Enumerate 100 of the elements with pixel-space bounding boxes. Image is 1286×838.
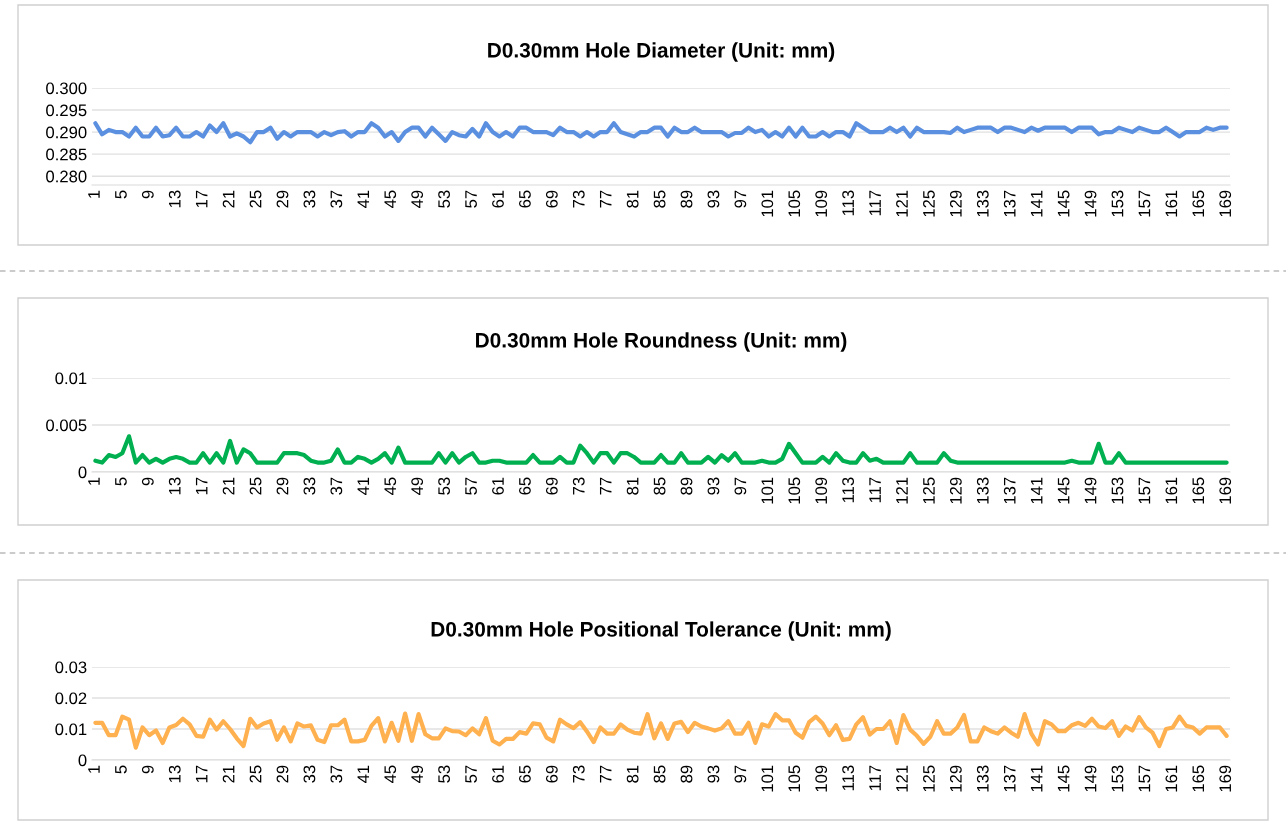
x-tick-label: 53: [438, 190, 450, 208]
x-tick-label: 113: [842, 190, 855, 216]
x-tick-label: 101: [761, 477, 774, 504]
x-tick-label: 9: [141, 477, 154, 486]
x-tick-label: 77: [599, 190, 612, 208]
x-tick-label: 49: [411, 765, 424, 784]
x-tick-label: 69: [545, 190, 558, 208]
x-tick-label: 165: [1192, 190, 1205, 217]
x-tick-label: 57: [465, 477, 477, 495]
x-tick-label: 157: [1138, 765, 1151, 792]
x-tick-label: 1: [88, 477, 100, 485]
x-tick-label: 53: [438, 765, 450, 783]
x-tick-label: 137: [1003, 477, 1016, 504]
x-tick-label: 29: [276, 477, 289, 495]
x-tick-label: 57: [465, 765, 477, 783]
x-tick-label: 49: [411, 477, 424, 496]
x-tick-label: 133: [976, 477, 989, 504]
x-tick-label: 53: [438, 477, 450, 495]
x-tick-label: 157: [1138, 477, 1151, 504]
x-tick-label: 101: [761, 765, 774, 792]
x-tick-label: 137: [1003, 765, 1016, 792]
line-series: [93, 434, 1229, 465]
x-tick-label: 77: [599, 765, 612, 783]
x-tick-label: 149: [1084, 190, 1097, 217]
x-tick-label: 13: [168, 190, 181, 208]
x-tick-label: 41: [357, 477, 370, 496]
x-tick-label: 85: [653, 190, 666, 208]
y-tick-label: 0.01: [55, 372, 87, 385]
x-tick-label: 73: [572, 477, 585, 495]
x-tick-label: 13: [168, 765, 181, 783]
y-tick-label: 0.01: [55, 723, 87, 736]
x-tick-label: 145: [1057, 765, 1070, 792]
y-tick-label: 0.280: [46, 170, 87, 183]
x-tick-label: 97: [734, 190, 747, 208]
y-tick-label: 0.285: [46, 148, 87, 161]
x-tick-label: 21: [222, 765, 235, 783]
x-tick-label: 149: [1084, 477, 1097, 504]
y-tick-label: 0: [78, 466, 87, 479]
x-tick-label: 133: [976, 765, 989, 792]
x-tick-label: 89: [680, 765, 693, 783]
x-tick-label: 37: [330, 765, 343, 783]
x-tick-label: 57: [465, 190, 477, 208]
x-tick-label: 49: [411, 190, 424, 209]
x-tick-label: 89: [680, 190, 693, 208]
chart-title: D0.30mm Hole Roundness (Unit: mm): [476, 332, 847, 352]
chart-title: D0.30mm Hole Positional Tolerance (Unit: mm): [431, 621, 891, 641]
x-tick-label: 105: [788, 765, 801, 792]
x-tick-label: 65: [519, 765, 531, 783]
x-tick-label: 129: [949, 765, 962, 792]
x-tick-label: 65: [519, 477, 531, 495]
x-tick-label: 121: [896, 477, 908, 504]
x-tick-label: 33: [303, 477, 316, 495]
x-tick-label: 5: [115, 477, 127, 486]
x-tick-label: 25: [249, 765, 262, 783]
x-tick-label: 93: [707, 765, 720, 783]
x-tick-label: 169: [1219, 190, 1232, 217]
y-tick-label: 0.03: [55, 661, 87, 674]
x-tick-label: 109: [815, 765, 828, 792]
x-tick-label: 81: [626, 765, 639, 783]
x-tick-label: 69: [545, 765, 558, 783]
x-tick-label: 17: [195, 765, 208, 783]
x-tick-label: 45: [384, 477, 397, 496]
x-tick-label: 165: [1192, 765, 1205, 792]
x-tick-label: 5: [115, 765, 127, 774]
x-tick-label: 129: [949, 477, 962, 504]
x-tick-label: 21: [222, 477, 235, 495]
x-tick-label: 1: [88, 765, 100, 773]
y-tick-label: 0.290: [46, 126, 87, 139]
x-tick-label: 125: [923, 190, 935, 217]
x-tick-label: 105: [788, 190, 801, 217]
x-tick-label: 81: [626, 190, 639, 208]
line-series: [93, 711, 1229, 750]
x-tick-label: 45: [384, 190, 397, 209]
x-tick-label: 33: [303, 765, 316, 783]
x-tick-label: 29: [276, 190, 289, 208]
y-tick-label: 0.005: [46, 419, 87, 432]
x-tick-label: 153: [1111, 477, 1124, 504]
x-tick-label: 85: [653, 477, 666, 495]
x-tick-label: 101: [761, 190, 774, 217]
x-tick-label: 89: [680, 477, 693, 495]
x-tick-label: 17: [195, 190, 208, 208]
x-tick-label: 145: [1057, 477, 1070, 504]
x-tick-label: 169: [1219, 477, 1232, 504]
x-tick-label: 141: [1030, 477, 1043, 504]
y-tick-label: 0: [78, 754, 87, 767]
x-tick-label: 145: [1057, 190, 1070, 217]
x-tick-label: 93: [707, 477, 720, 495]
x-tick-label: 161: [1165, 190, 1178, 217]
x-tick-label: 97: [734, 477, 747, 495]
x-tick-label: 109: [815, 190, 828, 217]
x-tick-label: 133: [976, 190, 989, 217]
x-tick-label: 137: [1003, 190, 1016, 217]
x-tick-label: 1: [88, 190, 100, 198]
x-tick-label: 117: [869, 765, 881, 791]
y-tick-label: 0.295: [46, 104, 87, 117]
x-tick-label: 105: [788, 477, 801, 504]
x-tick-label: 81: [626, 477, 639, 495]
x-tick-label: 129: [949, 190, 962, 217]
x-tick-label: 61: [492, 477, 504, 495]
x-tick-label: 61: [492, 190, 504, 208]
